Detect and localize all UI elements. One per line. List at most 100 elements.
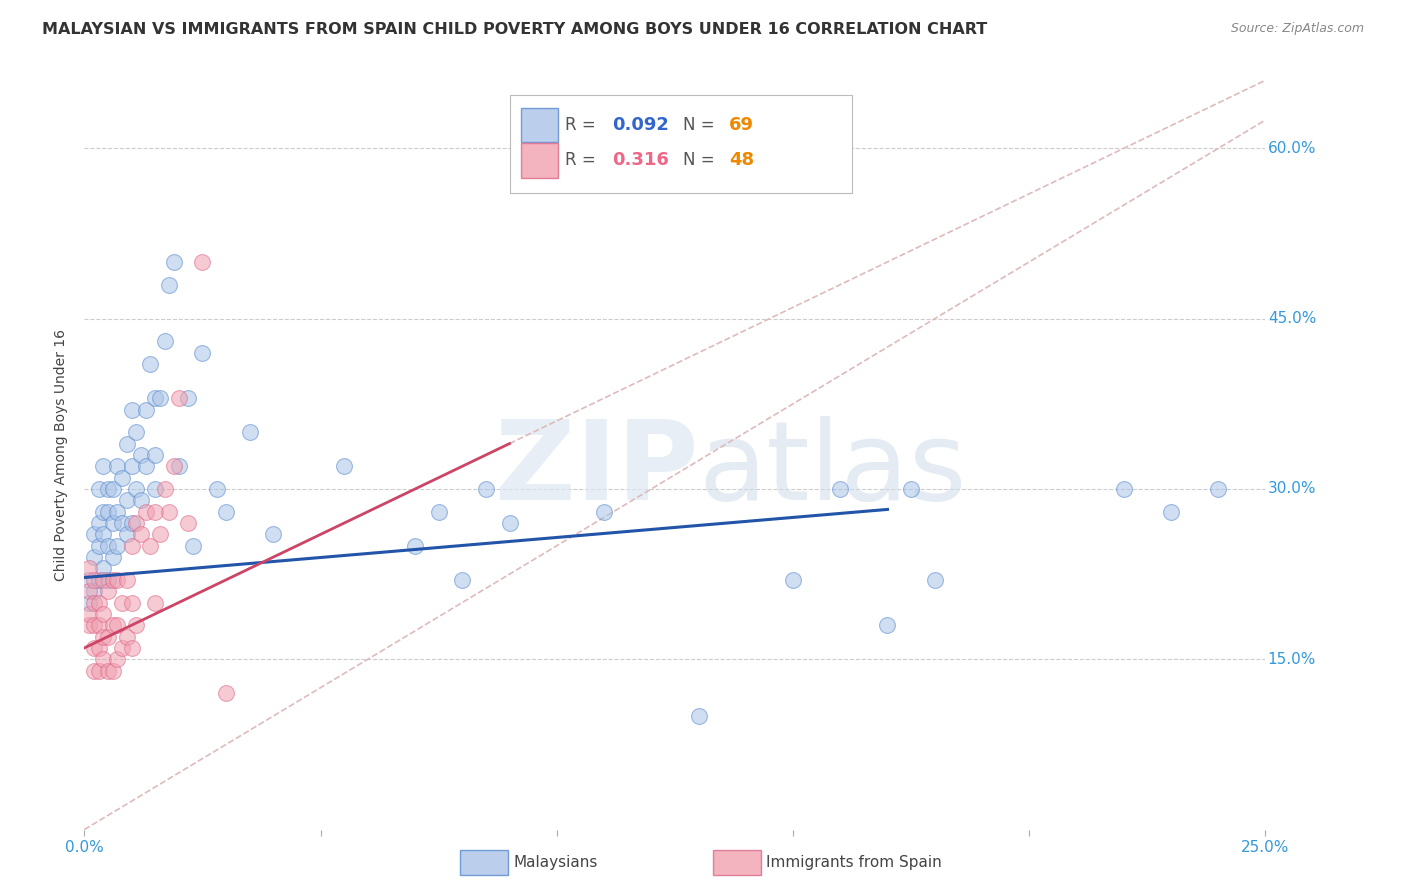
Point [333, 459, 356, 474]
Text: N =: N = [683, 116, 720, 134]
Point [143, 391, 166, 405]
Point [475, 482, 498, 496]
Point [191, 255, 214, 269]
Point [139, 539, 162, 553]
Point [87, 618, 110, 632]
Point [83, 664, 105, 678]
Point [1206, 482, 1229, 496]
FancyBboxPatch shape [522, 108, 558, 143]
Text: N =: N = [683, 152, 720, 169]
Point [83, 595, 105, 609]
Point [498, 516, 520, 530]
Point [101, 482, 124, 496]
Point [87, 516, 110, 530]
Point [101, 516, 124, 530]
Point [143, 595, 166, 609]
Point [107, 652, 129, 666]
Point [115, 436, 138, 450]
Point [121, 516, 143, 530]
Point [97, 664, 120, 678]
Point [77, 618, 100, 632]
Text: MALAYSIAN VS IMMIGRANTS FROM SPAIN CHILD POVERTY AMONG BOYS UNDER 16 CORRELATION: MALAYSIAN VS IMMIGRANTS FROM SPAIN CHILD… [42, 22, 987, 37]
Point [593, 505, 616, 519]
Point [135, 459, 157, 474]
Point [167, 391, 190, 405]
Point [91, 527, 114, 541]
Point [87, 573, 110, 587]
Point [83, 527, 105, 541]
Text: 69: 69 [730, 116, 754, 134]
Point [87, 539, 110, 553]
Point [97, 630, 120, 644]
Point [149, 527, 172, 541]
Point [177, 391, 200, 405]
Point [91, 607, 114, 621]
Text: 0.316: 0.316 [612, 152, 669, 169]
Text: ZIP: ZIP [495, 417, 699, 524]
Text: Malaysians: Malaysians [513, 855, 598, 870]
Point [101, 573, 124, 587]
Point [111, 470, 134, 484]
Point [1112, 482, 1135, 496]
Point [111, 640, 134, 655]
Point [427, 505, 450, 519]
Text: 60.0%: 60.0% [1268, 141, 1316, 156]
Point [129, 527, 152, 541]
Point [77, 584, 100, 599]
Point [83, 573, 105, 587]
Point [876, 618, 898, 632]
Point [121, 595, 143, 609]
Point [830, 482, 852, 496]
Point [111, 516, 134, 530]
Point [83, 550, 105, 565]
Point [239, 425, 262, 440]
Text: 48: 48 [730, 152, 755, 169]
Text: 0.092: 0.092 [612, 116, 669, 134]
Point [115, 630, 138, 644]
Point [97, 539, 120, 553]
Point [91, 561, 114, 575]
Text: R =: R = [565, 116, 600, 134]
Point [101, 664, 124, 678]
Point [77, 573, 100, 587]
Point [205, 482, 228, 496]
Point [135, 402, 157, 417]
Point [87, 482, 110, 496]
Point [97, 584, 120, 599]
Point [782, 573, 804, 587]
Point [688, 709, 710, 723]
Text: atlas: atlas [699, 417, 967, 524]
Point [83, 584, 105, 599]
Point [115, 527, 138, 541]
Point [125, 516, 148, 530]
Point [167, 459, 190, 474]
Text: R =: R = [565, 152, 600, 169]
Point [83, 618, 105, 632]
Point [97, 573, 120, 587]
Text: 45.0%: 45.0% [1268, 311, 1316, 326]
Point [115, 573, 138, 587]
Point [149, 391, 172, 405]
Point [163, 255, 186, 269]
Point [101, 550, 124, 565]
Point [107, 573, 129, 587]
Point [107, 618, 129, 632]
Point [101, 618, 124, 632]
Point [125, 425, 148, 440]
Point [900, 482, 922, 496]
Point [87, 664, 110, 678]
Point [77, 561, 100, 575]
FancyBboxPatch shape [509, 95, 852, 193]
Point [191, 345, 214, 359]
Point [121, 640, 143, 655]
Point [97, 482, 120, 496]
FancyBboxPatch shape [522, 144, 558, 178]
Point [121, 402, 143, 417]
Text: Source: ZipAtlas.com: Source: ZipAtlas.com [1230, 22, 1364, 36]
Text: Immigrants from Spain: Immigrants from Spain [766, 855, 942, 870]
Point [121, 539, 143, 553]
Point [107, 505, 129, 519]
Point [107, 459, 129, 474]
Point [125, 482, 148, 496]
Point [177, 516, 200, 530]
